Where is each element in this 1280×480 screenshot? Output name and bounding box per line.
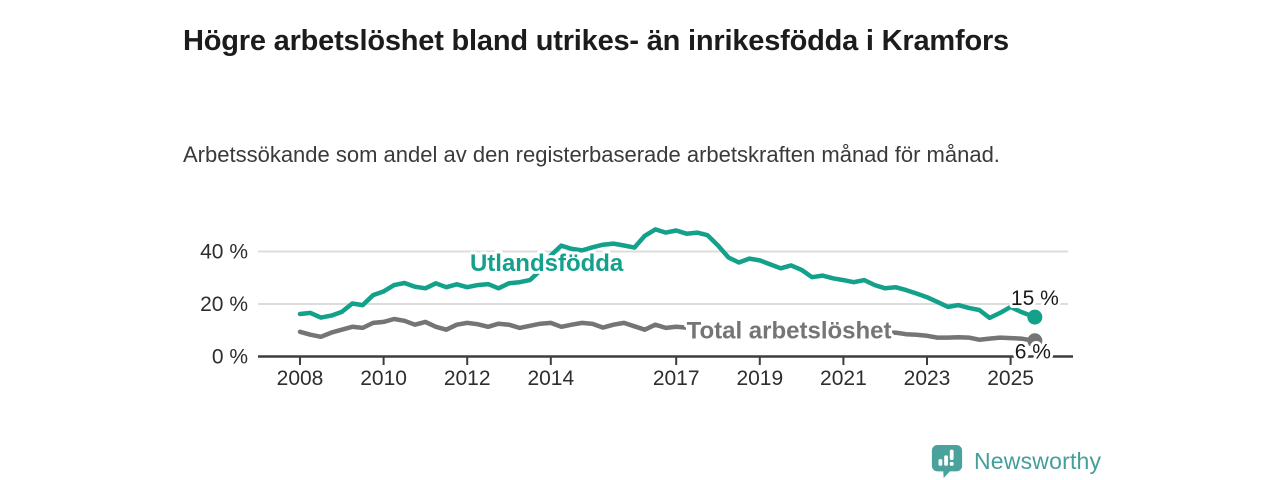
bar-tall-exclamation (949, 449, 954, 461)
label-mask (686, 315, 893, 346)
series-end-dot (1027, 333, 1043, 349)
x-tick-label: 2025 (987, 367, 1034, 390)
y-tick-label: 40 % (200, 241, 248, 264)
chart-title: Högre arbetslöshet bland utrikes- än inr… (183, 25, 1009, 58)
series-label: Utlandsfödda (470, 250, 624, 277)
x-tick-label: 2010 (360, 367, 407, 390)
series-end-dot (1027, 309, 1043, 325)
x-tick-label: 2008 (277, 367, 324, 390)
x-tick-label: 2021 (820, 367, 867, 390)
bar-small (938, 459, 943, 466)
newsworthy-logo[interactable]: Newsworthy (930, 443, 1101, 479)
series-end-value-label: 6 % (1015, 340, 1051, 363)
x-tick-label: 2014 (527, 367, 574, 390)
series-label: Total arbetslöshet (687, 317, 892, 344)
bar-medium (944, 455, 948, 466)
exclamation-dot (949, 461, 954, 466)
x-tick-label: 2017 (653, 367, 700, 390)
x-tick-label: 2019 (736, 367, 783, 390)
y-tick-label: 0 % (212, 346, 248, 369)
chart-subtitle: Arbetssökande som andel av den registerb… (183, 142, 1000, 167)
x-tick-label: 2023 (904, 367, 951, 390)
series-line (297, 227, 1038, 321)
y-tick-label: 20 % (200, 293, 248, 316)
newsworthy-logo-text: Newsworthy (974, 447, 1102, 474)
series-end-value-label: 15 % (1011, 287, 1059, 310)
newsworthy-logo-icon (931, 444, 963, 478)
series-line (297, 316, 1038, 344)
x-tick-label: 2012 (444, 367, 491, 390)
